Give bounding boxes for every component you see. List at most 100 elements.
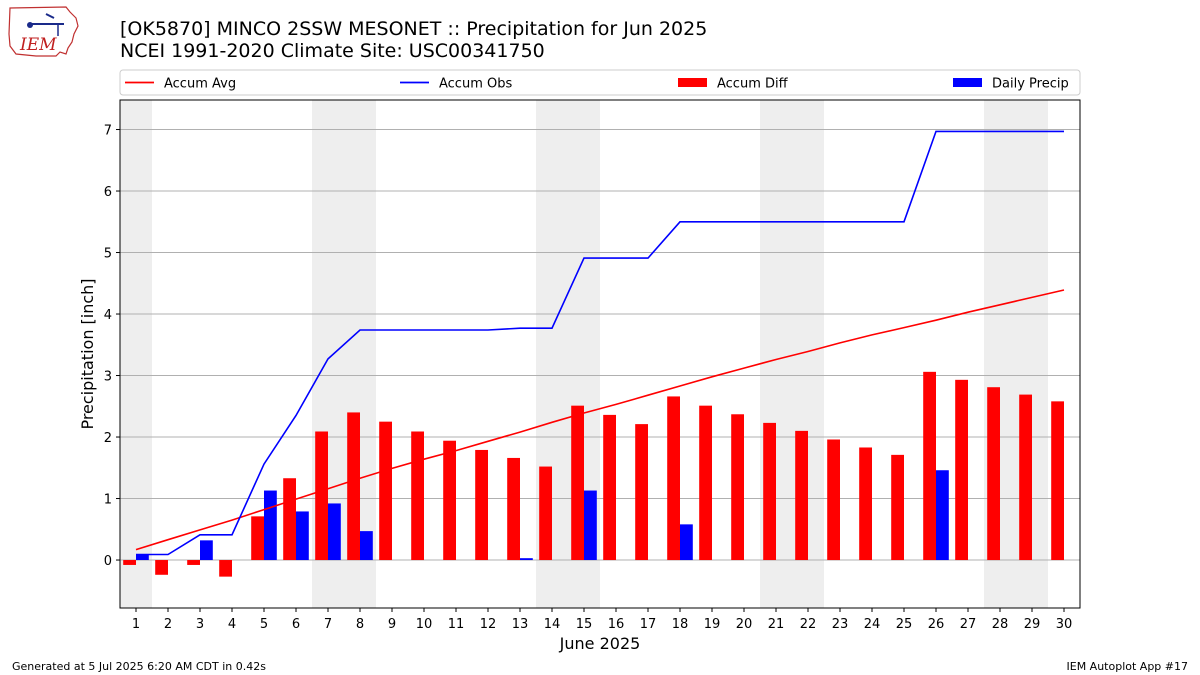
accum-diff-bar-10 [411,431,424,561]
x-tick-label-8: 8 [356,617,364,632]
x-tick-label-7: 7 [324,617,332,632]
x-tick-label-16: 16 [608,617,625,632]
line-marks [135,130,1065,556]
legend-accum-diff-swatch [678,78,707,87]
x-tick-label-27: 27 [960,617,977,632]
accum-diff-bar-16 [603,414,616,561]
y-tick-label-0: 0 [104,554,112,569]
accum-diff-bar-19 [699,405,712,561]
accum-diff-bar-23 [827,439,840,561]
legend-box [119,69,1081,96]
accum-diff-bar-26 [923,371,936,561]
logo-text: IEM [19,35,57,55]
legend-daily-precip-swatch [953,78,982,87]
chart-subtitle: NCEI 1991-2020 Climate Site: USC00341750 [120,40,545,62]
accum-diff-bar-3 [187,560,200,565]
legend: Accum Avg Accum Obs Accum Diff Daily Precip [119,69,1081,96]
x-tick-label-1: 1 [132,617,140,632]
accum-diff-bar-6 [283,478,296,561]
y-tick-label-7: 7 [104,124,112,139]
y-axis-label: Precipitation [inch] [78,278,97,429]
accum-diff-bar-21 [763,422,776,561]
legend-daily-precip-label: Daily Precip [992,77,1069,92]
x-tick-label-3: 3 [196,617,204,632]
x-tick-label-10: 10 [416,617,433,632]
gridlines [120,129,1080,561]
accum-diff-bar-15 [571,405,584,561]
daily-precip-bar-13 [520,558,533,561]
accum-diff-bar-28 [987,387,1000,561]
x-tick-label-18: 18 [672,617,689,632]
x-tick-label-29: 29 [1024,617,1041,632]
accum-diff-bar-9 [379,421,392,561]
x-tick-label-4: 4 [228,617,236,632]
y-tick-label-5: 5 [104,247,112,262]
daily-precip-bar-5 [264,490,277,561]
footer-app-label: IEM Autoplot App #17 [1066,660,1189,673]
accum-diff-bar-30 [1051,401,1064,561]
y-axis-ticks: 0 1 2 3 4 5 6 7 [104,124,120,569]
daily-precip-bar-6 [296,511,309,561]
x-tick-label-11: 11 [448,617,465,632]
accum-diff-bar-17 [635,424,648,561]
x-tick-label-5: 5 [260,617,268,632]
x-tick-label-23: 23 [832,617,849,632]
accum-obs-line [136,130,1064,556]
footer-generated-text: Generated at 5 Jul 2025 6:20 AM CDT in 0… [12,660,266,673]
iem-logo: IEM [8,6,79,57]
accum-diff-bar-22 [795,430,808,561]
accum-diff-bar-4 [219,560,232,577]
accum-diff-bar-14 [539,466,552,561]
accum-diff-bar-25 [891,454,904,561]
plot-frame [119,99,1081,609]
accum-diff-bar-18 [667,396,680,561]
accum-diff-bar-29 [1019,394,1032,561]
bar-marks [123,371,1064,577]
legend-accum-obs-label: Accum Obs [439,77,512,92]
y-tick-label-6: 6 [104,185,112,200]
x-tick-label-28: 28 [992,617,1009,632]
accum-diff-bar-1 [123,560,136,565]
daily-precip-bar-7 [328,503,341,561]
accum-diff-bar-11 [443,440,456,561]
x-tick-label-12: 12 [480,617,497,632]
y-tick-label-3: 3 [104,370,112,385]
daily-precip-bar-8 [360,531,373,561]
accum-diff-bar-2 [155,560,168,575]
x-tick-label-22: 22 [800,617,817,632]
x-tick-label-25: 25 [896,617,913,632]
x-tick-label-17: 17 [640,617,657,632]
daily-precip-bar-3 [200,540,213,561]
accum-diff-bar-13 [507,457,520,561]
x-tick-label-24: 24 [864,617,881,632]
weekend-band-1 [120,100,152,608]
accum-diff-bar-5 [251,516,264,561]
x-tick-label-14: 14 [544,617,561,632]
x-tick-label-9: 9 [388,617,396,632]
accum-diff-bar-27 [955,379,968,561]
daily-precip-bar-26 [936,470,949,561]
legend-accum-avg-label: Accum Avg [164,77,236,92]
accum-diff-bar-7 [315,431,328,561]
x-tick-label-21: 21 [768,617,785,632]
x-axis-ticks: 1 2 3 4 5 6 7 8 9 10 11 12 13 14 15 16 17 18 19 20 21 22 23 24 2… [132,608,1072,632]
x-tick-label-19: 19 [704,617,721,632]
chart-title: [OK5870] MINCO 2SSW MESONET :: Precipita… [120,18,708,40]
y-tick-label-2: 2 [104,431,112,446]
x-tick-label-30: 30 [1056,617,1073,632]
x-tick-label-15: 15 [576,617,593,632]
x-tick-label-26: 26 [928,617,945,632]
accum-avg-line [135,289,1065,551]
x-tick-label-6: 6 [292,617,300,632]
x-tick-label-13: 13 [512,617,529,632]
x-tick-label-2: 2 [164,617,172,632]
accum-diff-bar-20 [731,414,744,561]
y-tick-label-4: 4 [104,308,112,323]
x-tick-label-20: 20 [736,617,753,632]
y-tick-label-1: 1 [104,493,112,508]
daily-precip-bar-15 [584,490,597,561]
legend-accum-diff-label: Accum Diff [717,77,789,92]
accum-diff-bar-8 [347,412,360,561]
accum-diff-bar-12 [475,449,488,561]
